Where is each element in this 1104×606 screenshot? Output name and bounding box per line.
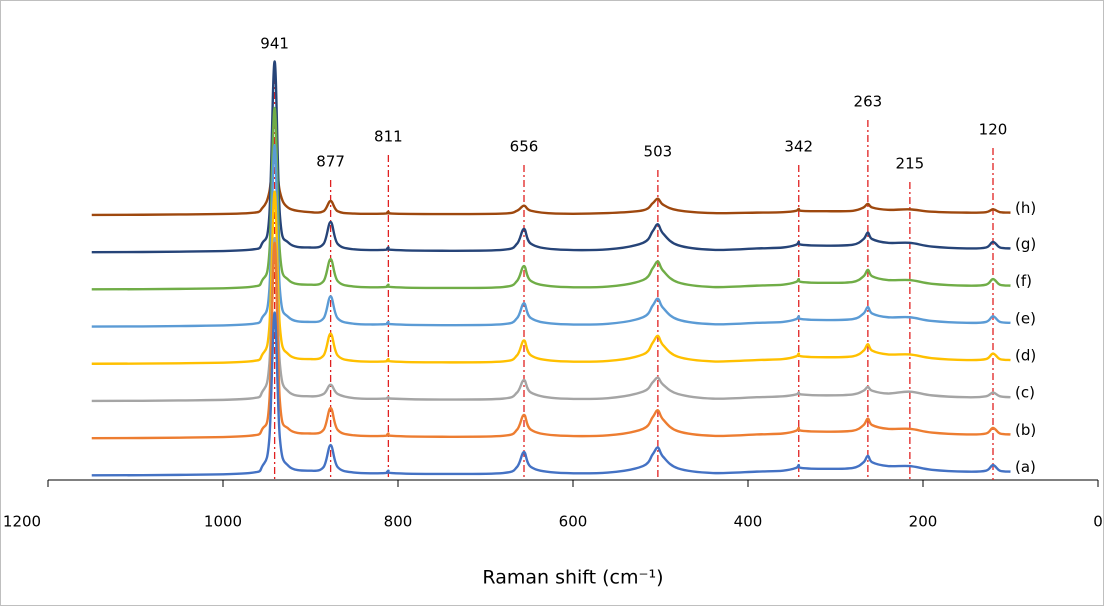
series-line [91,148,1011,217]
peak-label: 656 [510,138,539,156]
series-label: (c) [1015,384,1035,402]
peak-label: 263 [854,93,883,111]
series-label: (b) [1015,421,1036,439]
series-label: (g) [1015,235,1036,253]
series-line [91,190,1011,365]
x-tick-label: 1200 [3,513,41,531]
series-line [91,311,1011,477]
x-tick-label: 0 [1093,513,1103,531]
series-line [91,106,1011,291]
x-axis-label: Raman shift (cm⁻¹) [482,567,663,589]
peak-label: 811 [374,128,403,146]
series-line [91,144,1011,328]
series-line [91,241,1011,440]
x-tick-label: 400 [734,513,763,531]
x-tick-label: 600 [559,513,588,531]
x-tick-label: 200 [909,513,938,531]
peak-label: 120 [979,121,1008,139]
x-tick-label: 800 [384,513,413,531]
series-label: (f) [1015,272,1032,290]
x-tick-label: 1000 [204,513,242,531]
series-label: (e) [1015,309,1036,327]
peak-label: 215 [896,155,925,173]
peak-label: 877 [316,153,345,171]
series-label: (a) [1015,458,1036,476]
peak-label: 941 [260,35,289,53]
series-line [91,237,1011,403]
series-line [91,60,1011,254]
series-label: (d) [1015,347,1036,365]
peak-label: 342 [784,138,813,156]
peak-label: 503 [644,143,673,161]
series-label: (h) [1015,199,1036,217]
